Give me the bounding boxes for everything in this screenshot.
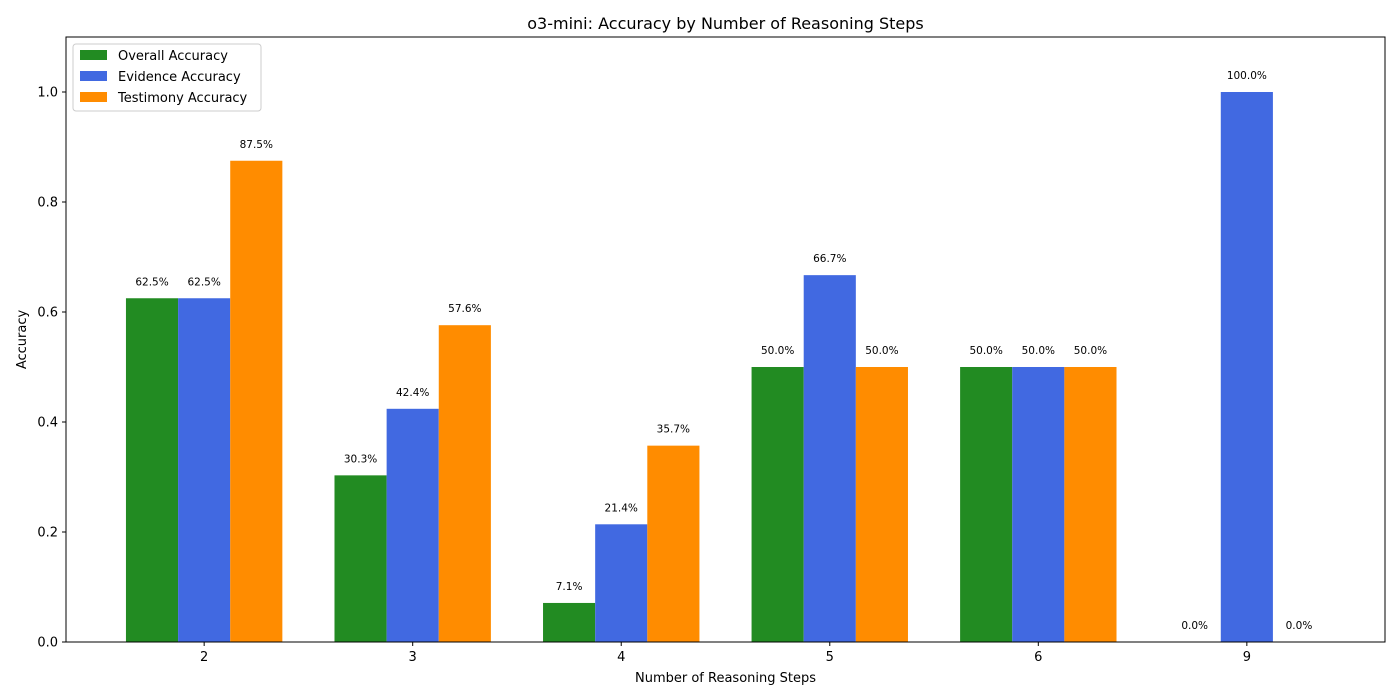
data-label-evidence-accuracy-3: 42.4% — [396, 387, 429, 399]
bar-testimony-accuracy-2 — [230, 160, 283, 642]
legend-frame — [72, 43, 262, 112]
bar-overall-accuracy-3 — [334, 475, 387, 642]
data-label-overall-accuracy-5: 50.0% — [761, 345, 794, 357]
x-tick-label-6: 6 — [1034, 650, 1042, 665]
bar-evidence-accuracy-3 — [386, 408, 439, 642]
bar-evidence-accuracy-5 — [803, 275, 856, 642]
data-label-overall-accuracy-3: 30.3% — [344, 453, 377, 465]
data-label-overall-accuracy-2: 62.5% — [135, 276, 168, 288]
data-label-overall-accuracy-4: 7.1% — [556, 581, 583, 593]
y-axis-label: Accuracy — [15, 310, 30, 370]
data-label-evidence-accuracy-6: 50.0% — [1022, 345, 1055, 357]
plot-frame — [65, 36, 1386, 643]
bar-evidence-accuracy-9 — [1220, 92, 1273, 642]
legend-label-overall-accuracy: Overall Accuracy — [118, 49, 228, 64]
chart-title: o3-mini: Accuracy by Number of Reasoning… — [527, 14, 923, 33]
x-tick-label-3: 3 — [409, 650, 417, 665]
y-tick-label: 1.0 — [37, 86, 58, 101]
legend-label-testimony-accuracy: Testimony Accuracy — [117, 91, 248, 106]
bar-evidence-accuracy-4 — [595, 524, 648, 642]
bar-testimony-accuracy-6 — [1064, 367, 1117, 642]
y-tick-label: 0.2 — [37, 526, 58, 541]
data-label-overall-accuracy-6: 50.0% — [969, 345, 1002, 357]
x-axis-label: Number of Reasoning Steps — [635, 671, 816, 686]
data-label-evidence-accuracy-5: 66.7% — [813, 253, 846, 265]
x-tick-label-5: 5 — [826, 650, 834, 665]
data-label-overall-accuracy-9: 0.0% — [1181, 620, 1208, 632]
x-tick-label-4: 4 — [617, 650, 625, 665]
y-tick-label: 0.0 — [37, 636, 58, 651]
plot-background — [66, 37, 1385, 642]
bars-group — [125, 92, 1273, 642]
y-tick-label: 0.8 — [37, 196, 58, 211]
y-tick-label: 0.4 — [37, 416, 58, 431]
data-label-testimony-accuracy-4: 35.7% — [657, 424, 690, 436]
plot-area: 62.5% 30.3% 7.1% 50.0% 50.0% 0.0% 62.5% 42.4% 21… — [65, 36, 1386, 643]
bar-testimony-accuracy-4 — [647, 445, 700, 642]
data-label-testimony-accuracy-5: 50.0% — [865, 345, 898, 357]
legend-label-evidence-accuracy: Evidence Accuracy — [118, 70, 241, 85]
y-axis: 0.0 0.2 0.4 0.6 0.8 1.0 — [37, 86, 66, 651]
data-label-evidence-accuracy-9: 100.0% — [1227, 70, 1267, 82]
data-labels-group: 62.5% 30.3% 7.1% 50.0% 50.0% 0.0% 62.5% 42.4% 21… — [135, 70, 1312, 632]
data-label-testimony-accuracy-3: 57.6% — [448, 303, 481, 315]
y-tick-label: 0.6 — [37, 306, 58, 321]
data-label-testimony-accuracy-6: 50.0% — [1074, 345, 1107, 357]
bar-evidence-accuracy-6 — [1012, 367, 1065, 642]
legend-swatch-testimony-accuracy — [80, 92, 107, 102]
data-label-testimony-accuracy-2: 87.5% — [240, 139, 273, 151]
data-label-testimony-accuracy-9: 0.0% — [1286, 620, 1313, 632]
bar-overall-accuracy-5 — [751, 367, 804, 642]
data-label-evidence-accuracy-2: 62.5% — [187, 276, 220, 288]
bar-overall-accuracy-6 — [960, 367, 1013, 642]
legend-swatch-overall-accuracy — [80, 50, 107, 60]
bar-evidence-accuracy-2 — [178, 298, 231, 642]
legend-swatch-evidence-accuracy — [80, 71, 107, 81]
x-tick-label-2: 2 — [200, 650, 208, 665]
bar-overall-accuracy-2 — [125, 298, 179, 642]
x-axis: 2 3 4 5 6 9 — [200, 642, 1251, 665]
bar-testimony-accuracy-3 — [438, 325, 491, 642]
x-tick-label-9: 9 — [1243, 650, 1251, 665]
data-label-evidence-accuracy-4: 21.4% — [605, 502, 638, 514]
legend: Overall Accuracy Evidence Accuracy Testimo… — [72, 43, 262, 112]
bar-overall-accuracy-4 — [543, 602, 596, 642]
bar-testimony-accuracy-5 — [855, 367, 908, 642]
